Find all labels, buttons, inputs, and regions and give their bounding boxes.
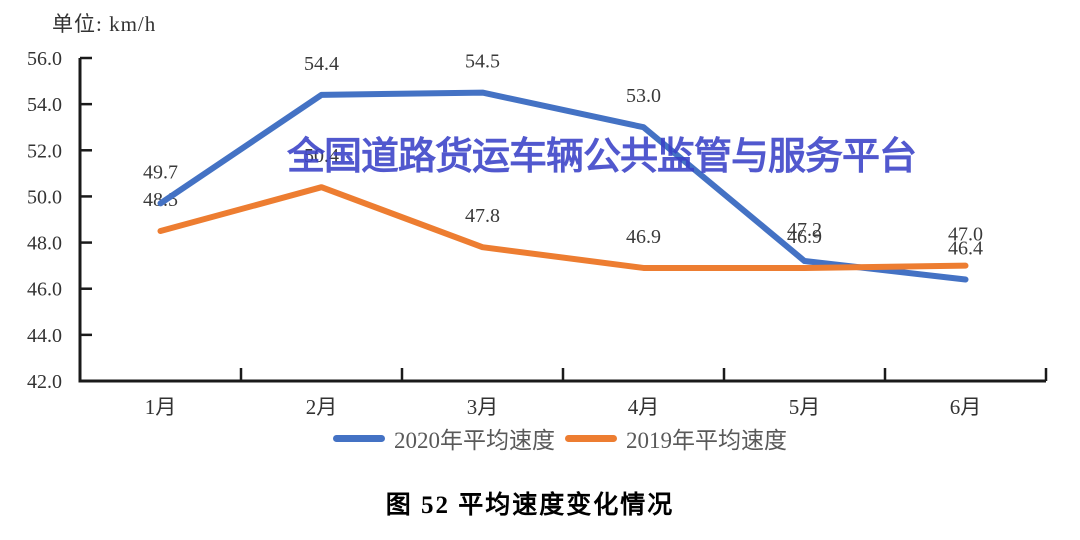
legend-item-2019: 2019年平均速度 xyxy=(565,421,787,455)
y-tick-label: 52.0 xyxy=(27,140,62,162)
y-axis-ticks: 56.0 54.0 52.0 50.0 48.0 46.0 44.0 42.0 xyxy=(27,48,92,393)
x-tick-label: 3月 xyxy=(467,395,499,419)
legend-swatch-2019 xyxy=(565,434,617,442)
legend-label-2019: 2019年平均速度 xyxy=(626,428,787,453)
data-label: 46.4 xyxy=(948,237,983,259)
series-line-2019年平均速度 xyxy=(157,184,969,271)
y-tick-label: 48.0 xyxy=(27,233,62,255)
x-tick-label: 5月 xyxy=(789,395,821,419)
y-tick-label: 44.0 xyxy=(27,325,62,347)
data-label: 47.2 xyxy=(787,219,822,241)
x-axis-ticks: 1月 2月 3月 4月 5月 6月 xyxy=(145,368,1048,419)
data-label: 53.0 xyxy=(626,85,661,107)
x-tick-label: 4月 xyxy=(628,395,660,419)
legend-label-2020: 2020年平均速度 xyxy=(394,428,555,453)
legend-item-2020: 2020年平均速度 xyxy=(333,421,555,455)
data-label: 47.0 xyxy=(948,224,983,246)
y-tick-label: 50.0 xyxy=(27,186,62,208)
y-tick-label: 42.0 xyxy=(27,371,62,393)
data-label: 47.8 xyxy=(465,205,500,227)
line-chart: 56.0 54.0 52.0 50.0 48.0 46.0 44.0 42.0 1月 2月 3月 4月… xyxy=(27,48,1048,419)
series-line-2020年平均速度 xyxy=(157,89,969,283)
legend-swatch-2020 xyxy=(333,434,385,442)
data-label: 54.4 xyxy=(304,53,339,75)
series-lines xyxy=(157,89,969,283)
y-tick-label: 46.0 xyxy=(27,279,62,301)
data-label: 54.5 xyxy=(465,51,500,73)
data-label: 50.4 xyxy=(304,145,339,167)
data-label: 49.7 xyxy=(143,161,178,183)
x-tick-label: 1月 xyxy=(145,395,177,419)
chart-legend: 2020年平均速度 2019年平均速度 xyxy=(0,421,1080,455)
axes xyxy=(78,58,1046,383)
data-label: 46.9 xyxy=(626,226,661,248)
x-tick-label: 6月 xyxy=(950,395,982,419)
x-tick-label: 2月 xyxy=(306,395,338,419)
watermark-text: 全国道路货运车辆公共监管与服务平台 xyxy=(287,136,917,178)
data-label: 46.9 xyxy=(787,226,822,248)
y-tick-label: 56.0 xyxy=(27,48,62,70)
unit-label: 单位: km/h xyxy=(52,12,157,36)
y-tick-label: 54.0 xyxy=(27,94,62,116)
figure-caption: 图 52 平均速度变化情况 xyxy=(385,492,675,519)
